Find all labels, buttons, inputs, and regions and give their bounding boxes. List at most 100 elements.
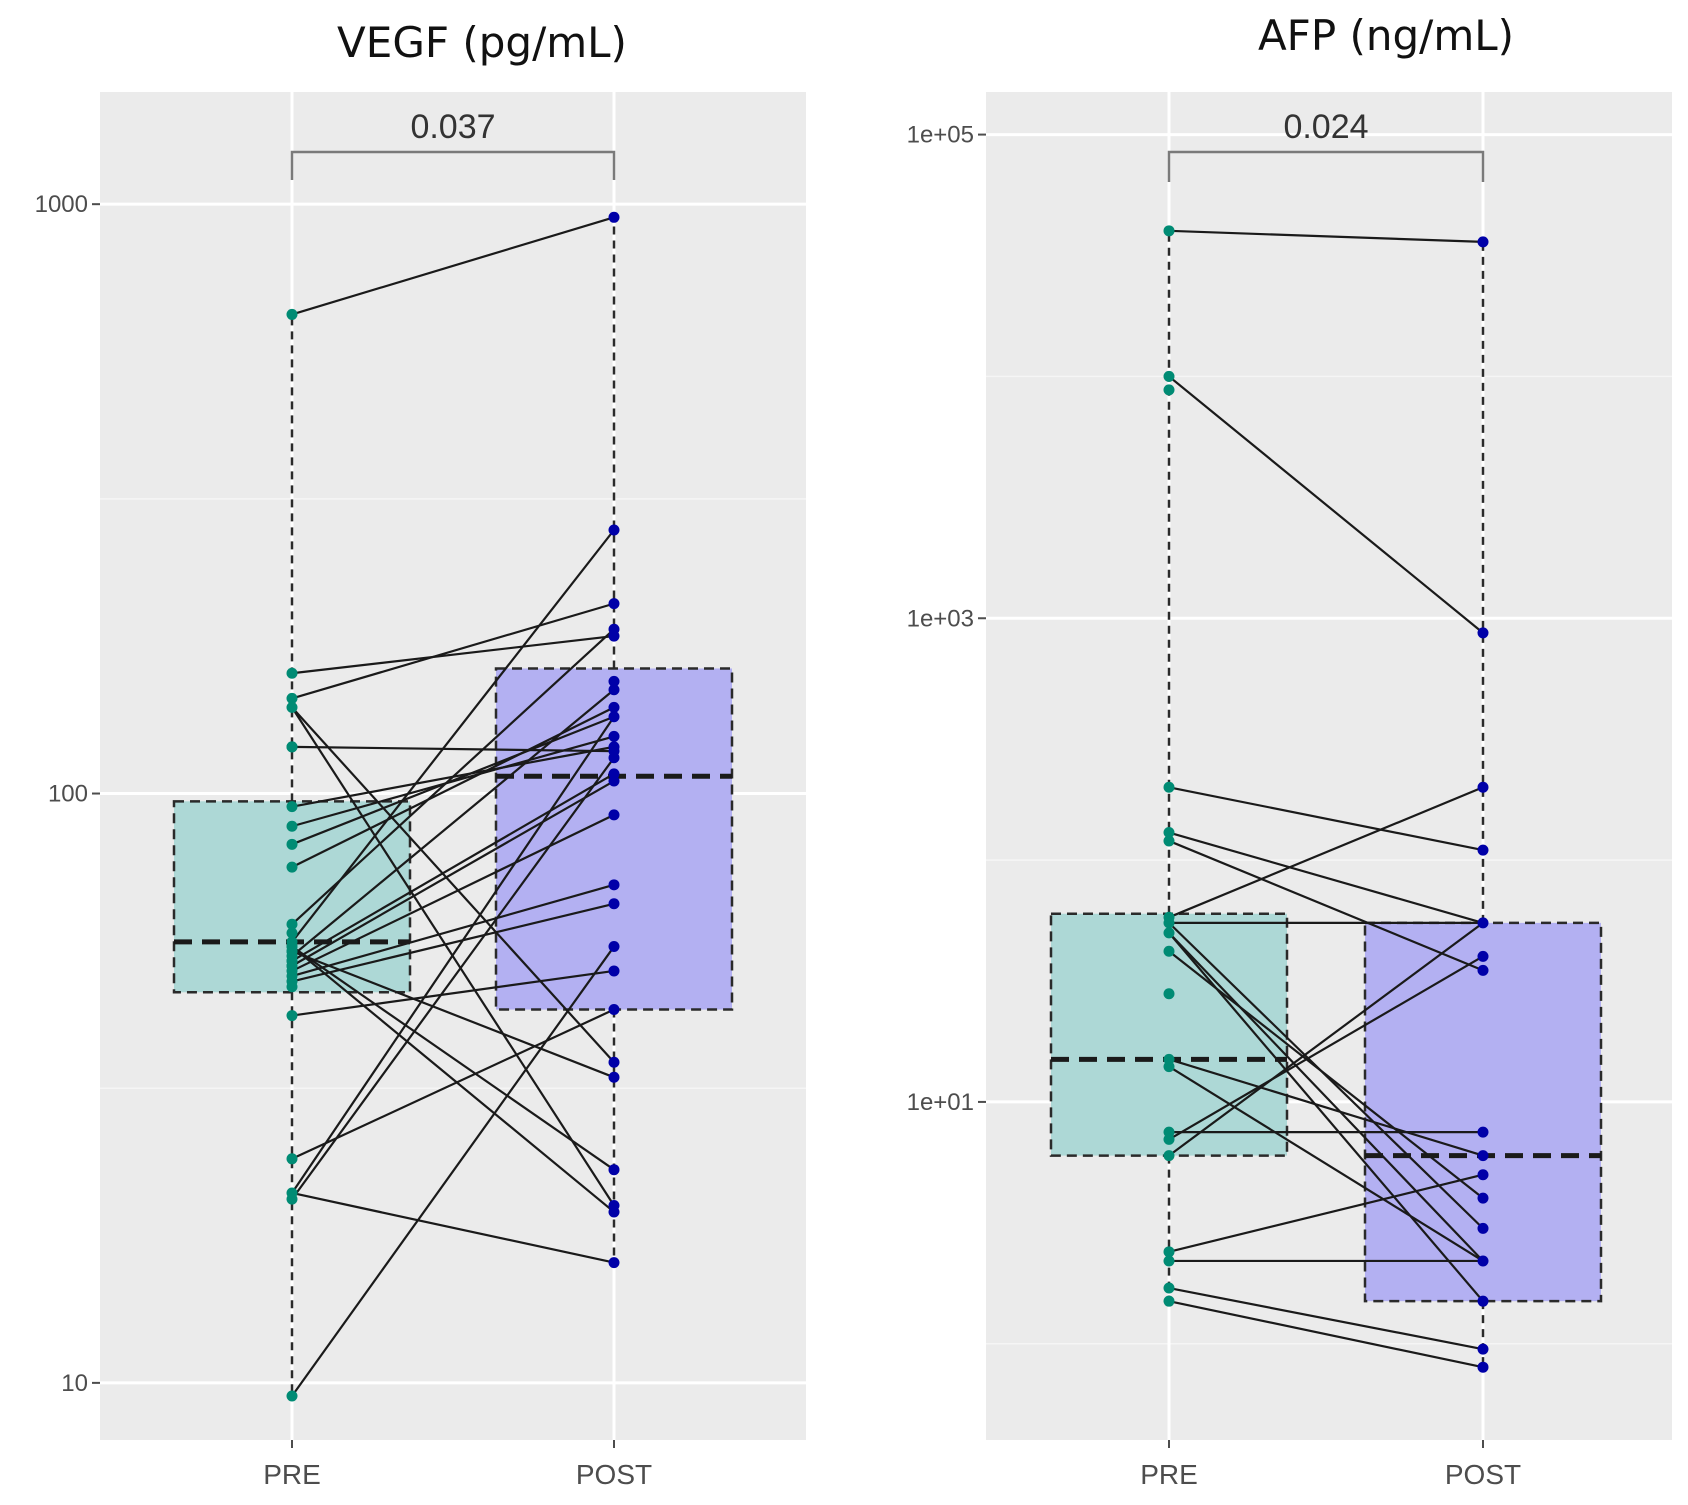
post-point: [608, 1056, 620, 1068]
x-tick-label: PRE: [1140, 1459, 1198, 1490]
post-point: [1477, 950, 1489, 962]
post-point: [1477, 917, 1489, 929]
post-point: [1477, 1169, 1489, 1181]
post-point: [608, 701, 620, 713]
pre-point: [286, 308, 298, 320]
post-point: [608, 711, 620, 723]
paired-line: [291, 945, 615, 1213]
paired-line: [291, 628, 615, 926]
x-tick-label: POST: [1445, 1459, 1521, 1490]
pre-point: [286, 981, 298, 993]
pre-point: [1163, 370, 1175, 382]
y-tick-label: 1e+03: [907, 605, 974, 632]
pre-point: [1163, 917, 1175, 929]
pre-point: [1163, 927, 1175, 939]
post-point: [608, 730, 620, 742]
pre-point: [1163, 1133, 1175, 1145]
pre-point: [286, 1193, 298, 1205]
paired-line: [1168, 1173, 1484, 1253]
vegf-points: [286, 211, 620, 1402]
afp-paired-lines: [1168, 229, 1484, 1369]
post-point: [1477, 844, 1489, 856]
paired-line: [291, 945, 615, 1397]
pre-point: [286, 741, 298, 753]
pre-point: [286, 918, 298, 930]
paired-line: [291, 902, 615, 983]
paired-line: [291, 1008, 615, 1160]
y-tick-label: 10: [61, 1370, 88, 1397]
paired-line: [1168, 831, 1484, 924]
vegf-title: VEGF (pg/mL): [337, 18, 627, 67]
paired-line: [291, 813, 615, 972]
paired-line: [291, 969, 615, 1017]
pre-point: [286, 801, 298, 813]
afp-title: AFP (ng/mL): [1258, 11, 1514, 60]
post-point: [1477, 1255, 1489, 1267]
post-point: [608, 898, 620, 910]
paired-line: [1168, 229, 1484, 243]
pre-point: [286, 701, 298, 713]
post-point: [608, 941, 620, 953]
y-tick-label: 100: [48, 781, 88, 808]
box-post: [1363, 921, 1603, 1303]
post-point: [608, 752, 620, 764]
pre-point: [286, 820, 298, 832]
post-point: [608, 1164, 620, 1176]
pre-point: [1163, 827, 1175, 839]
paired-line: [1168, 375, 1484, 634]
pre-point: [286, 1390, 298, 1402]
paired-line: [291, 883, 615, 978]
post-point: [608, 684, 620, 696]
paired-line: [1168, 1065, 1484, 1262]
paired-line: [1168, 1058, 1484, 1157]
paired-line: [291, 715, 615, 846]
post-point: [608, 1206, 620, 1218]
post-point: [1477, 627, 1489, 639]
vegf-panel: VEGF (pg/mL) 10 100 1000 PRE POST 0.037: [35, 18, 806, 1490]
paired-line: [1168, 1286, 1484, 1351]
paired-line: [291, 602, 615, 700]
pre-point: [1163, 384, 1175, 396]
post-point: [608, 1004, 620, 1016]
paired-line: [1168, 786, 1484, 852]
vegf-paired-lines: [291, 216, 615, 1397]
post-point: [608, 965, 620, 977]
post-point: [608, 524, 620, 536]
post-point: [1477, 1343, 1489, 1355]
paired-line: [1168, 932, 1484, 1302]
pre-point: [1163, 945, 1175, 957]
pre-point: [286, 1153, 298, 1165]
pre-point: [286, 1010, 298, 1022]
pre-point: [1163, 1282, 1175, 1294]
post-point: [1477, 1192, 1489, 1204]
paired-line: [291, 529, 615, 943]
vegf-y-axis: 10 100 1000: [35, 191, 100, 1397]
post-point: [1477, 1150, 1489, 1162]
paired-line: [291, 706, 615, 1063]
post-point: [1477, 1222, 1489, 1234]
paired-line: [291, 772, 615, 962]
vegf-bracket-line: [290, 150, 616, 180]
paired-line: [291, 688, 615, 957]
post-point: [608, 675, 620, 687]
paired-line: [291, 216, 615, 316]
vegf-significance-bracket: 0.037: [290, 108, 616, 180]
x-tick-label: POST: [576, 1459, 652, 1490]
afp-bracket-line: [1167, 150, 1485, 182]
pre-point: [1163, 988, 1175, 1000]
afp-panel: AFP (ng/mL) 1e+01 1e+03 1e+05 PRE POST 0.02…: [907, 11, 1672, 1490]
pre-point: [286, 692, 298, 704]
paired-line: [291, 1191, 615, 1264]
post-point: [608, 1257, 620, 1269]
pre-point: [1163, 1255, 1175, 1267]
paired-line: [291, 634, 615, 675]
post-point: [1477, 964, 1489, 976]
paired-line: [291, 716, 615, 1194]
paired-line: [1168, 786, 1484, 919]
post-point: [608, 211, 620, 223]
paired-line: [1168, 932, 1484, 1262]
afp-p-value: 0.024: [1283, 108, 1368, 146]
post-point: [608, 630, 620, 642]
pre-point: [286, 927, 298, 939]
paired-line: [291, 757, 615, 1200]
